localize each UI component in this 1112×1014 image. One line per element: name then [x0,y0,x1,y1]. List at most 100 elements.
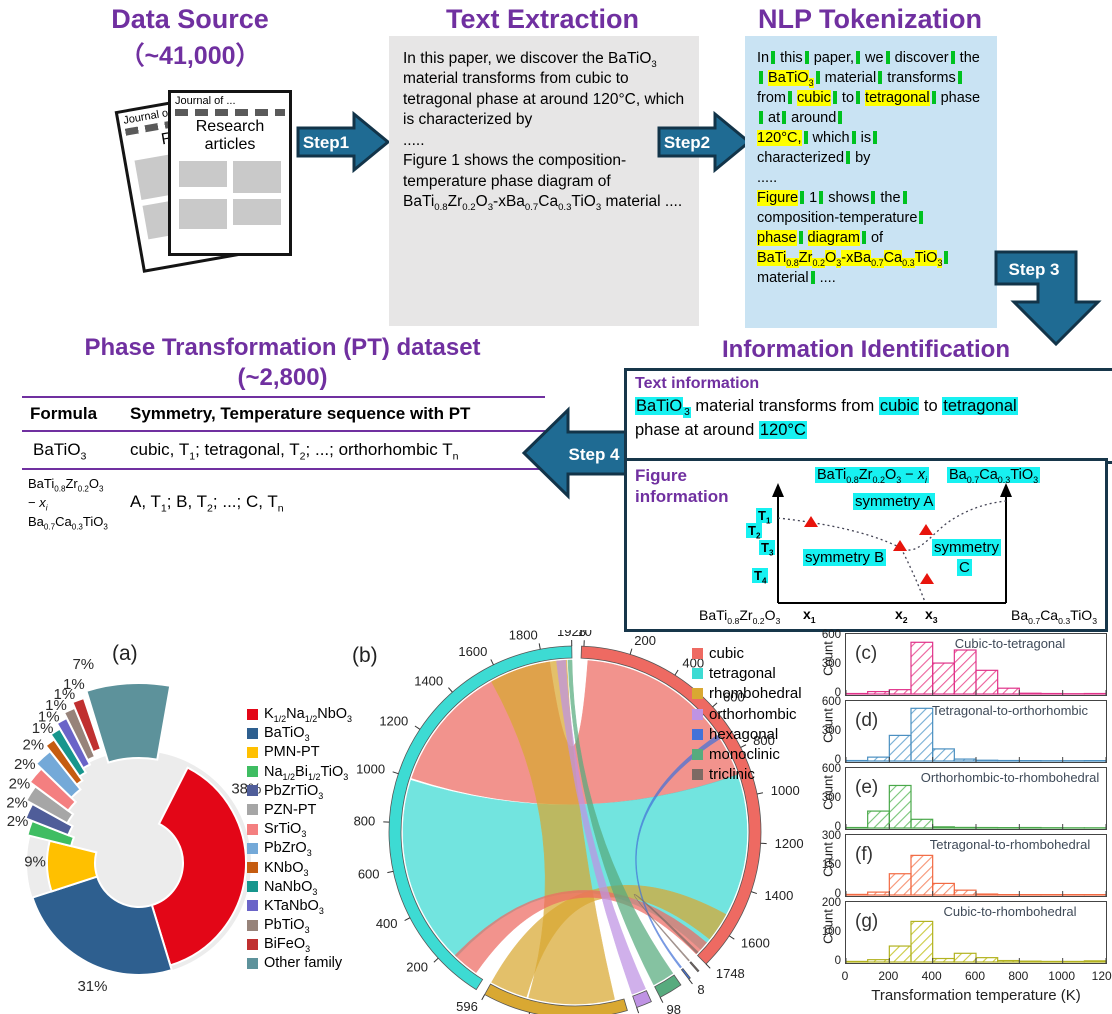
hist-ytick-label: 300 [821,792,841,804]
journal-header: Journal of ... [175,95,236,107]
chord-legend-label: cubic [709,645,745,662]
pie-legend-item: PbZrO3 [247,840,352,858]
figure-xlabel-x1: x1 [803,606,816,625]
chord-tick-label: 1600 [741,936,770,951]
figure-t1-chip: T1 [756,508,773,526]
legend-swatch-icon [247,727,258,739]
chord-tick-label: 600 [723,689,745,704]
hist-xtick-label: 1000 [1048,969,1075,983]
table-rule-top [22,396,545,398]
hist-ytick-label: 300 [821,658,841,670]
chord-legend-label: hexagonal [709,725,779,743]
nlp-box: In this paper, we discover the BaTiO3 ma… [745,36,997,328]
chord-legend: cubic tetragonal rhombohedral orthorhombic h… [692,645,802,786]
info-id-title: Information Identification [722,336,1010,363]
pie-legend-item: SrTiO3 [247,821,352,840]
pie-legend-item: PMN-PT [247,744,352,760]
hist-ytick-label: 600 [821,629,841,641]
text-info-box: Text information BaTiO 3 material transfo… [624,368,1112,464]
legend-swatch-icon [247,862,258,873]
journal-card-front: Journal of ... Research articles [168,90,292,256]
hist-xtick-label: 600 [964,969,986,983]
hist-title: Tetragonal-to-rhombohedral [930,837,1091,852]
chord-legend-label: rhombohedral [709,685,802,703]
pie-pct-KNbO3: 1% [32,720,54,737]
pie-legend-label: PbTiO3 [264,917,310,935]
figure-info-diagram [772,483,1012,604]
pie-legend-item: KTaNbO3 [247,898,352,915]
chord-tick-label: 64 [641,1013,655,1014]
chord-legend-item: monoclinic [692,746,802,763]
figure-region-a-chip: symmetry A [853,493,936,510]
figure-info-label: Figure information [635,466,729,507]
legend-swatch-icon [247,708,258,720]
hist-ytick-label: 300 [821,830,841,842]
legend-swatch-icon [247,804,258,816]
hist-plot: (e) Orthorhombic-to-rhombohedral [845,767,1107,830]
legend-swatch-icon [247,785,258,797]
pie-legend-label: PZN-PT [264,801,317,818]
pie-slice-K1/2Na1/2NbO3 [150,766,247,967]
chord-tick-label: 1400 [414,674,443,689]
hist-plot: (c) Cubic-to-tetragonal [845,633,1107,696]
hist-ytick-label: 0 [834,821,841,833]
figure-t3-chip: T3 [759,540,776,558]
chord-legend-item: triclinic [692,766,802,783]
pie-legend-label: PbZrTiO3 [264,782,324,801]
pt-dataset-title: Phase Transformation (PT) dataset [84,334,481,361]
svg-text:Step2: Step2 [664,133,710,152]
hist-panel-label: (d) [855,710,878,731]
journal-title: Research articles [195,118,265,154]
chord-legend-item: orthorhombic [692,706,802,723]
pie-legend-item: NaNbO3 [247,878,352,897]
hist-ytick-label: 0 [834,888,841,900]
chord-tick-label: 596 [456,999,478,1014]
pie-pct-PbTiO3: 1% [54,686,76,703]
hist-plot: (g) Cubic-to-rhombohedral [845,901,1107,964]
legend-swatch-icon [247,919,258,931]
svg-text:Step1: Step1 [303,133,349,152]
histogram-panel-f: Count 300 150 0 (f) Tetragonal-to-rhombohedra… [810,830,1112,900]
legend-swatch-icon [692,688,703,700]
chord-tick-label: 1748 [716,966,745,981]
pie-legend-label: PMN-PT [264,744,320,761]
text-info-sentence: BaTiO 3 material transforms from cubic to… [635,397,1018,439]
hist-xtick-label: 400 [921,969,942,983]
pie-legend-label: Other family [264,955,343,972]
pie-legend-label: NaNbO3 [264,878,318,897]
svg-text:Step 3: Step 3 [1008,260,1059,279]
pie-legend-item: BiFeO3 [247,936,352,954]
pie-legend-item: Other family [247,955,352,971]
hist-ytick-label: 100 [821,926,841,938]
table-row1-seq: cubic, T1; tetragonal, T2; ...; orthorho… [130,440,459,463]
chord-legend-item: rhombohedral [692,685,802,702]
histogram-panel-e: Count 600 300 0 (e) Orthorhombic-to-rhombohed… [810,763,1112,833]
hist-panel-label: (f) [855,844,873,865]
hist-ytick-label: 150 [821,859,841,871]
nlp-title: NLP Tokenization [757,4,982,34]
step4-arrow: Step 4 [521,406,628,500]
pie-legend-item: PbTiO3 [247,917,352,935]
pie-pct-PbZrO3: 2% [22,737,44,754]
chord-tick-label: 600 [358,866,380,881]
pie-slice-BaTiO3 [31,875,173,976]
legend-swatch-icon [247,938,258,950]
hist-ytick-label: 600 [821,763,841,775]
pie-pct-NaNbO3: 1% [38,708,60,725]
pie-legend-item: K1/2Na1/2NbO3 [247,706,352,723]
chord-ribbon-triclinic-cubic [633,894,699,962]
chord-arc-monoclinic [654,974,682,998]
legend-swatch-icon [247,957,258,969]
chord-tick-label: 10 [577,630,591,639]
table-row1-formula: BaTiO3 [33,440,87,463]
chord-chart-label: (b) [352,644,378,667]
pie-legend-label: Na1/2Bi1/2TiO3 [264,763,349,782]
pie-pct-Na1/2Bi1/2TiO3: 2% [7,813,29,830]
legend-swatch-icon [247,881,258,893]
chord-tick-label: 200 [634,633,656,648]
chord-arc-triclinic [689,961,700,973]
pt-dataset-count: (~2,800) [237,364,328,391]
chord-ribbon-monoclinic-tetragonal [567,659,674,986]
pie-legend-label: SrTiO3 [264,821,307,840]
chord-arc-tetragonal [388,645,573,991]
